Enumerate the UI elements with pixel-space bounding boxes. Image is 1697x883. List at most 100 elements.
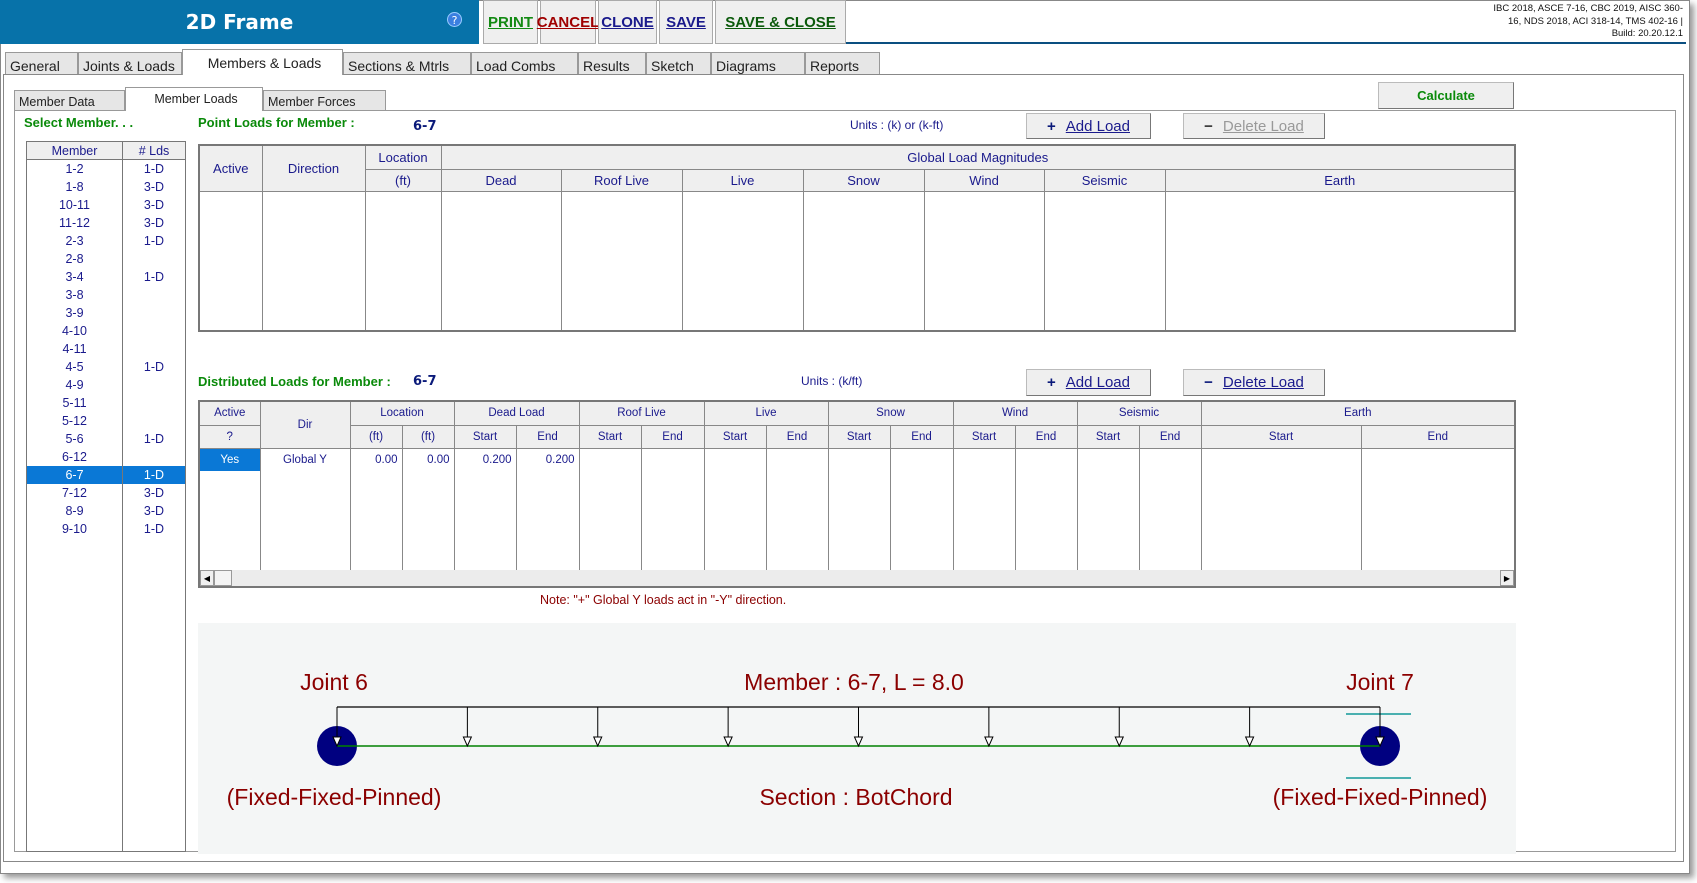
calculate-button[interactable]: Calculate	[1378, 82, 1514, 109]
tab-load-combs[interactable]: Load Combs	[471, 52, 578, 74]
empty-cell[interactable]	[259, 471, 351, 571]
empty-cell[interactable]	[827, 471, 891, 571]
cell-loc-start[interactable]: 0.00	[349, 448, 403, 471]
cell-loc-end[interactable]: 0.00	[401, 448, 455, 471]
member-row[interactable]: 8-9 3-D	[26, 501, 186, 520]
member-row[interactable]: 1-2 1-D	[26, 159, 186, 178]
member-row[interactable]: 11-12 3-D	[26, 213, 186, 232]
empty-cell[interactable]	[440, 191, 562, 331]
empty-cell[interactable]	[703, 471, 767, 571]
member-row[interactable]: 5-6 1-D	[26, 429, 186, 448]
empty-cell[interactable]	[578, 471, 642, 571]
empty-cell[interactable]	[453, 471, 517, 571]
tab-sections-mtrls[interactable]: Sections & Mtrls	[343, 52, 471, 74]
empty-cell[interactable]	[1200, 448, 1362, 471]
scroll-thumb[interactable]	[214, 570, 232, 586]
tab-general[interactable]: General	[5, 52, 78, 74]
member-row[interactable]: 2-8	[26, 249, 186, 268]
member-row[interactable]: 3-8	[26, 285, 186, 304]
empty-cell[interactable]	[923, 191, 1045, 331]
empty-cell[interactable]	[827, 448, 891, 471]
subtab-member-forces[interactable]: Member Forces	[263, 90, 386, 110]
empty-cell[interactable]	[765, 448, 829, 471]
empty-cell[interactable]	[640, 448, 705, 471]
empty-cell[interactable]	[1138, 448, 1202, 471]
help-icon[interactable]: ?	[447, 12, 462, 27]
empty-cell[interactable]	[1076, 471, 1140, 571]
empty-cell[interactable]	[703, 448, 767, 471]
empty-cell[interactable]	[1360, 471, 1516, 571]
load-arrow-head-icon	[723, 736, 733, 748]
member-row[interactable]: 6-7 1-D	[26, 465, 186, 484]
empty-cell[interactable]	[261, 191, 366, 331]
empty-cell[interactable]	[889, 471, 954, 571]
point-loads-table[interactable]: Active Direction Location Global Load Magni…	[198, 144, 1516, 332]
member-row[interactable]: 4-9	[26, 375, 186, 394]
save-close-button[interactable]: SAVE & CLOSE	[715, 0, 846, 44]
empty-cell[interactable]	[681, 191, 804, 331]
empty-cell[interactable]	[952, 448, 1016, 471]
scroll-left-icon[interactable]: ◀	[200, 570, 214, 586]
subtab-member-data[interactable]: Member Data	[14, 90, 125, 110]
member-row[interactable]: 1-8 3-D	[26, 177, 186, 196]
empty-cell[interactable]	[952, 471, 1016, 571]
tab-members-loads[interactable]: Members & Loads	[182, 49, 343, 75]
empty-cell[interactable]	[1200, 471, 1362, 571]
point-delete-load-button[interactable]: − Delete Load	[1183, 113, 1325, 139]
empty-cell[interactable]	[198, 191, 263, 331]
member-row[interactable]: 10-11 3-D	[26, 195, 186, 214]
member-row[interactable]: 6-12	[26, 447, 186, 466]
save-button[interactable]: SAVE	[659, 0, 713, 44]
member-row[interactable]: 4-10	[26, 321, 186, 340]
member-row[interactable]: 9-10 1-D	[26, 519, 186, 538]
member-row[interactable]: 5-12	[26, 411, 186, 430]
member-row[interactable]: 4-5 1-D	[26, 357, 186, 376]
member-row[interactable]: 5-11	[26, 393, 186, 412]
empty-cell[interactable]	[560, 191, 683, 331]
empty-cell[interactable]	[364, 191, 442, 331]
point-add-load-button[interactable]: + Add Load	[1026, 113, 1151, 139]
empty-cell[interactable]	[802, 191, 925, 331]
empty-cell[interactable]	[1014, 471, 1078, 571]
tab-reports[interactable]: Reports	[805, 52, 880, 74]
tab-results[interactable]: Results	[578, 52, 646, 74]
empty-cell[interactable]	[1043, 191, 1166, 331]
horizontal-scrollbar[interactable]: ◀ ▶	[198, 570, 1516, 588]
member-row[interactable]: 4-11	[26, 339, 186, 358]
distributed-delete-load-button[interactable]: − Delete Load	[1183, 369, 1325, 396]
scroll-right-icon[interactable]: ▶	[1500, 570, 1514, 586]
load-row[interactable]: Yes Global Y 0.00 0.00 0.200 0.200	[198, 448, 1516, 471]
empty-cell[interactable]	[515, 471, 580, 571]
tab-diagrams[interactable]: Diagrams	[711, 52, 805, 74]
empty-cell[interactable]	[889, 448, 954, 471]
empty-cell[interactable]	[578, 448, 642, 471]
subtab-member-loads[interactable]: Member Loads	[125, 87, 263, 111]
member-row[interactable]: 3-4 1-D	[26, 267, 186, 286]
empty-cell[interactable]	[1360, 448, 1516, 471]
distributed-add-load-button[interactable]: + Add Load	[1026, 369, 1151, 396]
member-list[interactable]: Member # Lds 1-2 1-D 1-8 3-D 10-11 3-D 11-12 3-D…	[26, 141, 186, 852]
cell-dead-start[interactable]: 0.200	[453, 448, 517, 471]
location-end-unit: (ft)	[401, 424, 455, 449]
cell-dead-end[interactable]: 0.200	[515, 448, 580, 471]
tab-joints-loads[interactable]: Joints & Loads	[78, 52, 182, 74]
empty-cell[interactable]	[401, 471, 455, 571]
tab-sketch[interactable]: Sketch	[646, 52, 711, 74]
empty-cell[interactable]	[198, 471, 261, 571]
empty-cell[interactable]	[1164, 191, 1516, 331]
distributed-loads-table[interactable]: Active Dir Location Dead Load Roof Live Live S…	[198, 400, 1516, 572]
empty-cell[interactable]	[1138, 471, 1202, 571]
empty-cell[interactable]	[349, 471, 403, 571]
empty-cell[interactable]	[1076, 448, 1140, 471]
clone-button[interactable]: CLONE	[598, 0, 657, 44]
member-row[interactable]: 7-12 3-D	[26, 483, 186, 502]
member-row[interactable]: 3-9	[26, 303, 186, 322]
member-row[interactable]: 2-3 1-D	[26, 231, 186, 250]
cell-active[interactable]: Yes	[198, 448, 261, 471]
print-button[interactable]: PRINT	[483, 0, 538, 44]
cancel-button[interactable]: CANCEL	[537, 0, 599, 44]
empty-cell[interactable]	[765, 471, 829, 571]
empty-cell[interactable]	[640, 471, 705, 571]
empty-cell[interactable]	[1014, 448, 1078, 471]
cell-dir[interactable]: Global Y	[259, 448, 351, 471]
